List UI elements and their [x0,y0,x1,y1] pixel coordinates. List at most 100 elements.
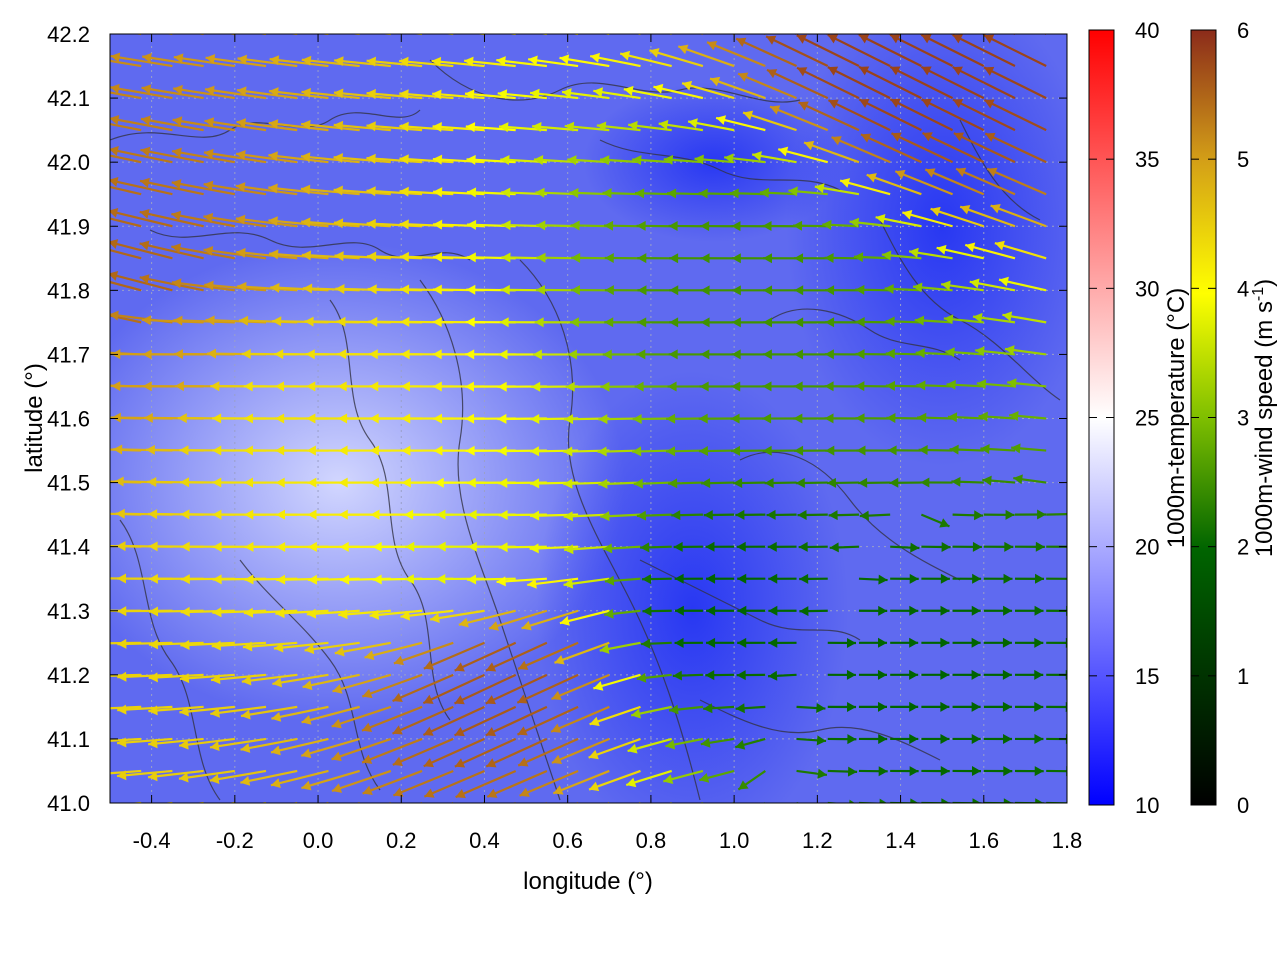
wind-vector [953,132,1016,164]
wind-vector-head [423,726,434,736]
wind-speed-colorbar-ticks: 0 1 2 3 4 5 6 [1191,18,1249,818]
wind-vector [194,801,204,803]
wind-vector-head [941,541,951,552]
wind-vector-head [497,446,507,457]
wind-vector-head [271,712,282,722]
wind-vector-head [984,66,995,76]
wind-vector [393,641,454,665]
wind-vector-head [665,446,676,457]
wind-vector [235,184,298,196]
wind-vector [668,801,672,803]
x-tick-label: 0.0 [303,828,334,853]
wind-vector-head [369,413,379,424]
wind-vector-head [370,509,380,520]
wind-vector-head [797,3,807,12]
wind-vector-head [793,349,803,360]
wind-vector-head [52,508,61,518]
wind-vector-head [667,381,677,392]
wind-vector-head [886,413,896,424]
wind-vector-head [824,381,834,392]
wind-vector-head [467,509,477,520]
wind-vector-head [663,154,674,165]
wind-vector-head [211,640,222,651]
wind-vector-head [846,637,857,648]
wind-vector-head [632,413,642,424]
wind-vector-head [849,799,855,803]
wind-vector-head [532,122,542,133]
wind-vector [172,118,236,132]
wind-vector-head [1066,766,1067,777]
wind-vector-head [110,115,120,125]
wind-vector-head [567,349,577,360]
wind-vector [110,257,111,259]
wind-vector [677,45,735,68]
wind-vector-head [828,510,838,521]
wind-vector-head [401,477,411,488]
wind-vector-head [531,381,541,392]
wind-vector-head [674,573,684,584]
wind-vector-head [825,285,835,296]
wind-vector [237,285,298,292]
wind-vector [481,801,485,803]
wind-vector-head [501,187,511,198]
wind-vector-head [766,69,778,79]
wind-vector [110,705,142,710]
wind-vector-head [762,221,772,232]
x-tick-label: 1.0 [719,828,750,853]
wind-vector-head [110,239,119,249]
wind-vector-head [276,541,286,552]
wind-vector-head [140,146,151,157]
wind-vector-head [467,541,477,552]
wind-vector-head [909,733,919,744]
wind-vector [318,34,329,36]
wind-vector-head [825,317,835,328]
wind-vector-head [895,169,906,180]
wind-vector-head [333,88,344,99]
wind-vector-head [953,132,965,142]
wind-vector-head [588,19,598,29]
wind-vector-head [306,381,316,392]
wind-vector [983,34,1047,68]
wind-vector-head [331,783,343,793]
wind-vector-head [563,414,574,425]
wind-vector [952,98,1016,132]
wind-vector [117,705,173,712]
wind-vector [889,65,954,100]
wind-vector [762,34,766,36]
wind-vector-head [909,247,919,258]
wind-vector [458,609,516,626]
wind-vector-head [953,2,963,11]
wind-vector-head [110,207,119,218]
wind-vector-head [706,573,716,584]
wind-vector-head [465,122,476,133]
wind-vector [257,34,267,36]
wind-vector-head [817,805,827,815]
wind-vector-head [688,118,698,129]
y-tick-label: 41.2 [47,663,90,688]
wind-vector [140,117,204,132]
contour-line [149,229,471,261]
wind-vector-head [111,412,121,423]
wind-vector [887,34,891,35]
wind-vector [894,170,953,196]
wind-vector-head [399,121,409,132]
wind-vector-head [637,285,647,296]
wind-vector-head [302,680,313,691]
wind-vector [110,385,111,387]
wind-vector-head [488,621,499,631]
wind-vector-head [518,660,529,670]
wind-vector-head [205,315,215,326]
wind-vector-head [275,413,285,424]
wind-vector-head [269,249,279,260]
wind-vector [361,673,423,698]
wind-vector-head [392,756,404,766]
wind-vector [486,769,548,798]
wind-vector-head [822,219,832,230]
wind-vector-head [626,810,636,820]
wind-vector [485,705,548,737]
wind-vector [392,737,454,766]
wind-vector [240,769,298,784]
wind-vector-head [940,605,950,616]
wind-vector [268,219,329,228]
wind-vector-head [885,348,895,359]
